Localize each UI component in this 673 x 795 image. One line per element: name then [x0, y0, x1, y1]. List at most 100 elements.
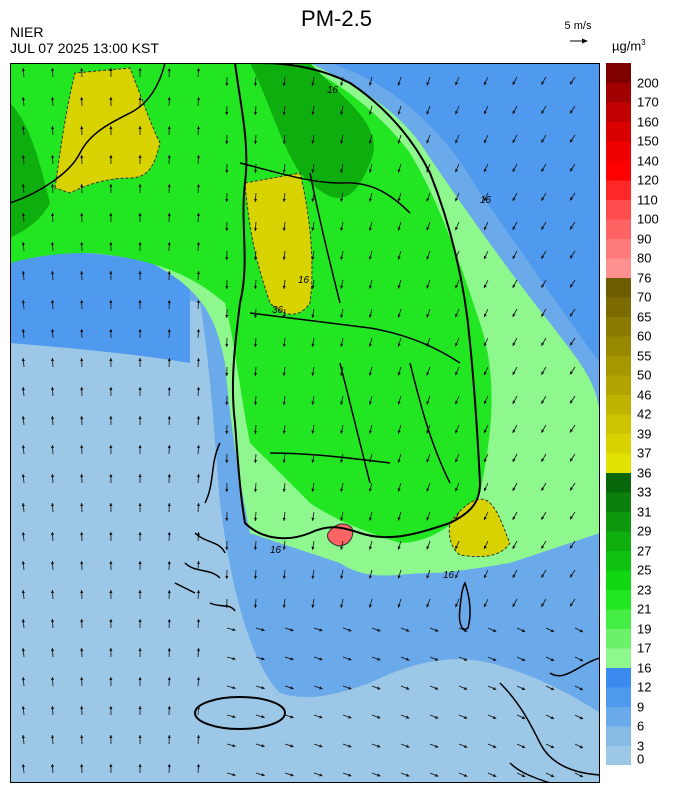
- wind-vector-head: [282, 343, 286, 347]
- wind-vector-head: [21, 532, 25, 536]
- wind-vector-head: [167, 532, 171, 536]
- wind-vector-head: [550, 716, 555, 720]
- wind-vector-head: [80, 590, 84, 594]
- legend-tick-label: 23: [637, 582, 652, 597]
- wind-vector-head: [50, 329, 55, 333]
- wind-vector-head: [80, 300, 84, 304]
- wind-vector-head: [368, 198, 372, 202]
- wind-vector-head: [319, 628, 323, 632]
- wind-vector-head: [225, 111, 229, 115]
- legend-tick-label: 65: [637, 309, 652, 324]
- wind-vector-head: [21, 619, 25, 623]
- wind-vector-head: [397, 256, 401, 260]
- wind-vector-head: [455, 139, 459, 144]
- wind-vector-head: [282, 111, 286, 115]
- legend-tick-label: 42: [637, 406, 652, 422]
- legend-swatch: [606, 394, 631, 415]
- wind-vector-head: [397, 604, 401, 608]
- wind-vector-head: [225, 140, 229, 144]
- wind-vector-head: [196, 706, 201, 710]
- wind-vector-head: [50, 155, 55, 159]
- wind-vector-head: [225, 575, 229, 579]
- wind-vector-head: [290, 744, 294, 748]
- legend-swatch: [606, 82, 631, 103]
- wind-vector-head: [397, 343, 401, 347]
- wind-vector-head: [109, 329, 113, 333]
- wind-vector-head: [21, 590, 25, 594]
- wind-vector-head: [253, 401, 258, 405]
- wind-vector-head: [340, 430, 344, 434]
- wind-vector-head: [512, 371, 516, 375]
- wind-vector-head: [232, 686, 236, 690]
- wind-vector-head: [50, 590, 55, 594]
- wind-vector-head: [455, 168, 459, 173]
- wind-vector-head: [368, 169, 372, 173]
- wind-vector-head: [455, 400, 459, 405]
- wind-vector-head: [397, 430, 401, 434]
- wind-vector-head: [80, 387, 84, 391]
- wind-vector-head: [109, 358, 113, 362]
- wind-vector-head: [368, 459, 372, 463]
- wind-vector-head: [512, 197, 516, 201]
- wind-vector-head: [368, 82, 372, 86]
- wind-vector-head: [282, 575, 286, 579]
- contour-labels: 16 16 16 16 16 36: [270, 85, 492, 581]
- wind-vector-head: [21, 68, 25, 72]
- wind-vector-head: [311, 285, 315, 289]
- wind-vector-head: [311, 546, 315, 550]
- legend-tick-label: 3: [637, 738, 645, 753]
- wind-vector-head: [397, 314, 401, 318]
- wind-vector-head: [426, 459, 430, 463]
- legend-tick-label: 90: [637, 231, 652, 246]
- wind-vector-head: [109, 97, 113, 101]
- wind-vector-head: [138, 561, 142, 565]
- wind-vector-head: [512, 516, 516, 520]
- wind-vector-head: [261, 686, 265, 690]
- legend-swatch: [606, 355, 631, 376]
- wind-vector-head: [138, 358, 142, 362]
- legend-tick-label: 160: [637, 114, 659, 129]
- wind-vector-head: [196, 677, 201, 681]
- wind-vector-head: [311, 140, 315, 144]
- wind-vector-head: [21, 416, 25, 420]
- wind-vector-head: [550, 745, 555, 749]
- wind-vector-head: [512, 284, 516, 288]
- wind-vector-head: [50, 764, 55, 768]
- wind-vector-head: [21, 648, 25, 652]
- wind-vector-head: [282, 401, 286, 405]
- wind-vector-head: [570, 429, 574, 433]
- wind-vector-head: [109, 68, 113, 72]
- wind-vector-head: [50, 561, 55, 565]
- legend-tick-label: 50: [637, 367, 652, 383]
- wind-vector-head: [512, 545, 516, 549]
- wind-vector-head: [434, 773, 439, 777]
- wind-vector-head: [368, 488, 372, 492]
- wind-vector-head: [426, 372, 430, 376]
- wind-vector-head: [253, 430, 258, 434]
- wind-vector-head: [138, 300, 142, 304]
- wind-vector-head: [521, 658, 526, 661]
- wind-vector-head: [109, 474, 113, 478]
- wind-vector-head: [570, 342, 574, 346]
- wind-vector-head: [397, 169, 401, 173]
- wind-vector-head: [167, 184, 171, 188]
- wind-vector-head: [570, 574, 574, 578]
- wind-vector-head: [311, 314, 315, 318]
- wind-vector-head: [311, 343, 315, 347]
- legend-swatch: [606, 238, 631, 259]
- wind-vector-head: [463, 773, 468, 777]
- legend-tick-label: 27: [637, 543, 652, 558]
- legend-swatch: [606, 277, 631, 298]
- wind-vector-head: [196, 97, 201, 101]
- legend-swatch: [606, 63, 631, 83]
- wind-vector-head: [167, 68, 171, 72]
- wind-vector-head: [196, 503, 201, 507]
- unit-exponent: 3: [641, 38, 646, 47]
- wind-vector-head: [406, 686, 410, 690]
- legend-swatch: [606, 511, 631, 532]
- wind-vector-head: [109, 590, 113, 594]
- legend-tick-label: 39: [637, 426, 652, 441]
- coastline-mainland: [231, 63, 482, 540]
- wind-vector-head: [397, 459, 401, 463]
- wind-vector-head: [196, 735, 201, 739]
